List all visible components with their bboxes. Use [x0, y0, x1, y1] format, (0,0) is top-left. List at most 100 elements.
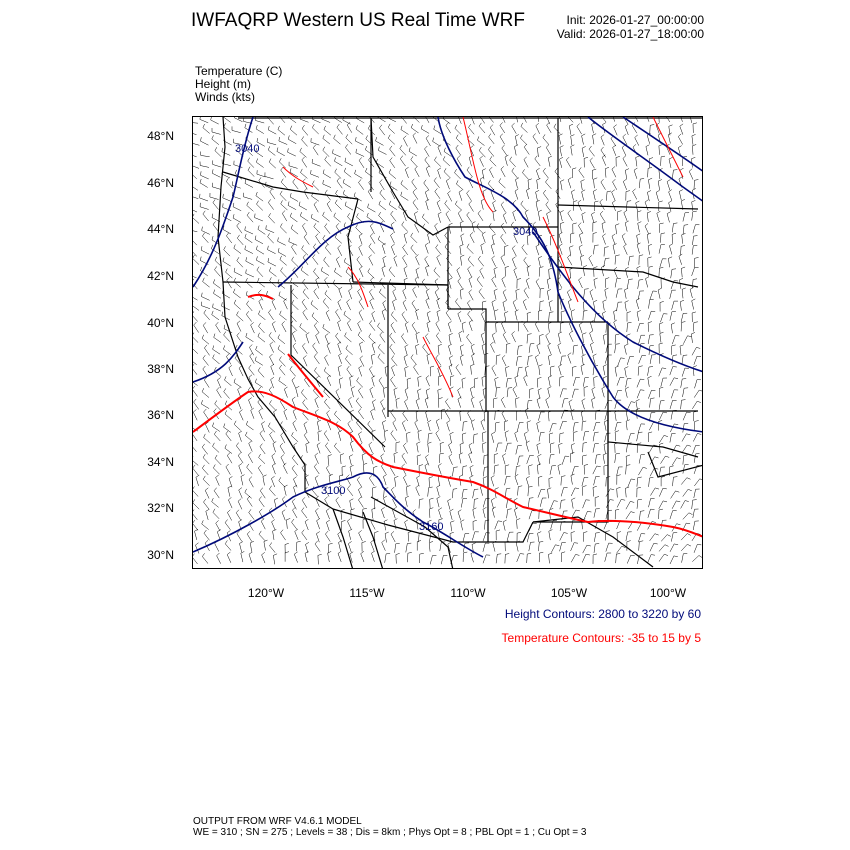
- wind-barb-flag: [494, 464, 499, 466]
- wind-barb: [513, 234, 518, 244]
- wind-barb-flag: [449, 355, 454, 358]
- wind-barb-flag: [280, 200, 283, 205]
- wind-barb: [416, 455, 418, 466]
- wind-barb: [493, 269, 497, 278]
- wind-barb: [457, 280, 463, 289]
- wind-barb-flag: [273, 553, 278, 556]
- wind-barb-flag: [380, 453, 384, 457]
- wind-barb: [239, 543, 242, 553]
- wind-barb: [361, 509, 364, 519]
- wind-barb: [212, 224, 219, 232]
- wind-barb-flag: [456, 267, 461, 271]
- wind-barb: [194, 531, 198, 540]
- wind-barb-flag: [332, 149, 334, 154]
- wind-barb-flag: [425, 333, 429, 337]
- wind-barb-flag: [228, 365, 233, 368]
- wind-barb-flag: [472, 507, 477, 510]
- wind-barb: [300, 118, 309, 123]
- wind-barb: [578, 324, 583, 334]
- wind-barb-flag: [523, 156, 527, 160]
- plot-title: IWFAQRP Western US Real Time WRF: [191, 10, 525, 31]
- wind-barb-flag: [511, 221, 514, 226]
- wind-barb: [214, 403, 221, 411]
- wind-barb: [335, 499, 341, 508]
- wind-barb: [650, 487, 656, 496]
- wind-barb-flag: [434, 223, 438, 227]
- wind-barb: [548, 269, 550, 279]
- wind-barb: [248, 512, 255, 520]
- wind-barb: [369, 300, 374, 310]
- wind-barb: [545, 147, 552, 156]
- wind-barb: [248, 443, 253, 452]
- wind-barb-flag: [244, 488, 247, 493]
- wind-barb-flag: [528, 399, 533, 401]
- wind-barb: [346, 301, 351, 311]
- wind-barb-flag: [434, 278, 439, 282]
- wind-barb: [223, 126, 231, 133]
- wind-barb: [668, 159, 672, 168]
- wind-barb-flag: [316, 531, 320, 534]
- wind-barb-flag: [626, 540, 631, 542]
- wind-barb: [349, 377, 352, 387]
- wind-barb-flag: [407, 377, 411, 380]
- wind-barb-flag: [222, 193, 224, 198]
- wind-barb-flag: [577, 199, 582, 203]
- wind-barb-flag: [310, 213, 313, 218]
- wind-barb-flag: [388, 266, 392, 271]
- wind-barb-flag: [379, 278, 383, 282]
- wind-barb-flag: [438, 507, 443, 511]
- init-time: Init: 2026-01-27_00:00:00: [566, 13, 704, 27]
- lat-label: 38°N: [147, 362, 174, 376]
- wind-barb: [283, 300, 288, 310]
- wind-barb: [250, 542, 252, 552]
- wind-barb-flag: [382, 255, 387, 259]
- wind-barb: [660, 378, 664, 387]
- wind-barb-flag: [561, 475, 566, 477]
- wind-barb-flag: [612, 144, 616, 148]
- wind-barb-flag: [217, 377, 221, 381]
- wind-barb-flag: [399, 145, 403, 149]
- wind-barb-flag: [238, 463, 243, 466]
- wind-barb-flag: [448, 343, 453, 347]
- wind-barb-flag: [567, 289, 571, 293]
- wind-barb: [528, 343, 531, 353]
- wind-barb-flag: [448, 321, 452, 324]
- wind-barb: [538, 366, 541, 376]
- wind-barb-flag: [268, 332, 272, 336]
- wind-barb-flag: [403, 135, 407, 139]
- wind-barb: [448, 334, 451, 344]
- wind-barb: [244, 492, 252, 499]
- wind-barb: [405, 169, 409, 178]
- wind-barb: [245, 273, 255, 278]
- wind-barb-flag: [311, 312, 315, 317]
- wind-barb-flag: [236, 146, 239, 151]
- wind-barb: [193, 230, 198, 233]
- wind-barb: [212, 446, 220, 453]
- wind-barb-flag: [489, 156, 493, 160]
- wind-barb-flag: [257, 367, 261, 371]
- wind-barb: [600, 149, 607, 158]
- wind-barb-flag: [538, 364, 543, 367]
- wind-barb: [425, 457, 430, 466]
- wind-barb-flag: [572, 167, 577, 170]
- wind-barb: [193, 411, 198, 421]
- wind-barb-flag: [238, 519, 243, 522]
- wind-barb: [625, 421, 628, 431]
- wind-barb: [324, 159, 332, 167]
- wind-barb-flag: [477, 136, 480, 141]
- wind-barb-flag: [325, 244, 328, 248]
- wind-barb: [694, 478, 700, 487]
- wind-barb-flag: [671, 322, 675, 325]
- wind-barb-flag: [623, 243, 627, 247]
- wind-barb-flag: [200, 171, 202, 176]
- wind-barb-flag: [338, 429, 343, 433]
- wind-barb: [425, 192, 429, 201]
- wind-barb-flag: [448, 364, 453, 367]
- wind-barb-flag: [423, 179, 427, 184]
- wind-barb: [570, 475, 573, 485]
- wind-barb-flag: [500, 166, 504, 170]
- wind-barb-flag: [697, 401, 701, 403]
- wind-barb: [692, 145, 694, 155]
- wind-barb: [561, 456, 566, 465]
- wind-barb-flag: [480, 243, 485, 246]
